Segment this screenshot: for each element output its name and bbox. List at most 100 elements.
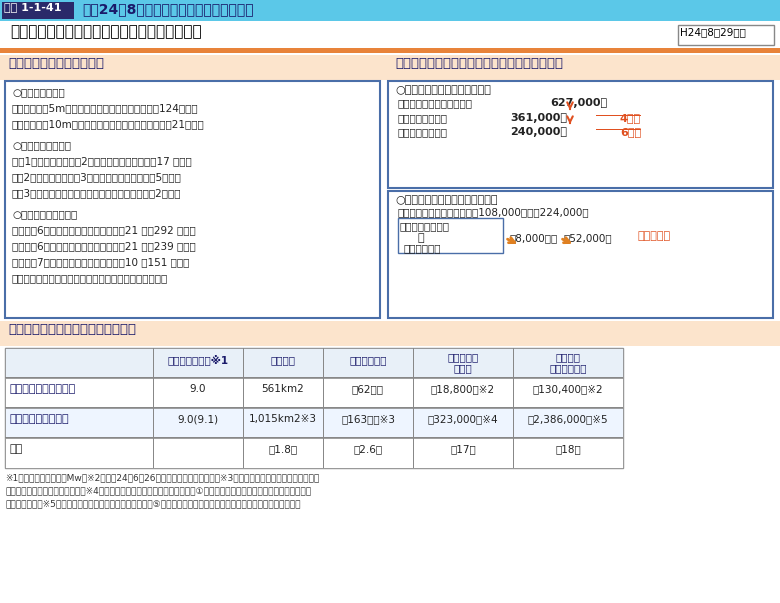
Bar [388,191,773,318]
Text: ・2千ヘクタール以上3千ヘクタール未満　：　5市町村: ・2千ヘクタール以上3千ヘクタール未満 ： 5市町村 [12,172,182,182]
Text: ○避難の迅速化　津波による死者: ○避難の迅速化 津波による死者 [395,195,498,205]
Text: 図表 1-1-41: 図表 1-1-41 [4,2,62,12]
Bar [5,437,623,438]
Text: ・1千ヘクタール以上2千ヘクタール未満　：　17 市町村: ・1千ヘクタール以上2千ヘクタール未満 ： 17 市町村 [12,156,192,166]
Bar [5,81,380,318]
Text: 約17倍: 約17倍 [450,444,476,454]
Text: 南海トラフ巨大地震　被害想定（第一次報告）: 南海トラフ巨大地震 被害想定（第一次報告） [10,24,201,39]
Bar [243,408,244,438]
Text: （早期避難率が低い場合）約108,000人～約224,000人: （早期避難率が低い場合）約108,000人～約224,000人 [398,207,590,217]
Bar [596,115,641,116]
Text: 東北地方太平洋沖地震: 東北地方太平洋沖地震 [9,384,75,394]
Text: 津波避難ビル: 津波避難ビル [404,243,441,253]
Text: 約323,000人※4: 約323,000人※4 [427,414,498,424]
Text: 不明者: 不明者 [454,363,473,373]
Text: ○浸水域の推計結果: ○浸水域の推計結果 [12,140,71,150]
Text: 361,000棟: 361,000棟 [510,113,567,123]
Bar [153,378,154,408]
Text: ・3千ヘクタール以上　　　　　　　　　　：　2市町村: ・3千ヘクタール以上 ： 2市町村 [12,188,182,198]
Bar [243,348,244,468]
Bar [323,438,324,468]
Bar [388,81,773,188]
Bar [243,378,244,408]
Text: 約2,386,000棟※5: 約2,386,000棟※5 [528,414,608,424]
Bar [0,48,780,53]
Text: 倍率: 倍率 [9,444,23,454]
Text: 約18,800人※2: 約18,800人※2 [431,384,495,394]
Text: （全壊棟数）: （全壊棟数） [549,363,587,373]
Text: （耐震化９５％）: （耐震化９５％） [398,127,448,137]
Text: ・震度6強が想定される地域　：　　21 府県239 市町村: ・震度6強が想定される地域 ： 21 府県239 市町村 [12,241,196,251]
Text: 240,000棟: 240,000棟 [510,127,567,137]
Bar [243,438,244,468]
Text: 約62万人: 約62万人 [352,384,384,394]
Text: 4割減: 4割減 [620,113,641,123]
Text: 注）市町村数には、政令市の区を含む: 注）市町村数には、政令市の区を含む [12,273,168,283]
Text: （現在の耐震化率７９％）: （現在の耐震化率７９％） [398,98,473,108]
Text: H24．8．29公表: H24．8．29公表 [680,27,746,37]
Bar [413,408,414,438]
Text: 約1.8倍: 約1.8倍 [268,444,297,454]
Text: 【主な津波高、浸水域等】: 【主な津波高、浸水域等】 [8,57,104,70]
Bar [413,348,414,468]
Text: ・津波高が5m以上と想定される市町村数　：　124市町村: ・津波高が5m以上と想定される市町村数 ： 124市町村 [12,103,199,113]
Bar [0,0,780,21]
Text: ※1：（　）内は津波のMw、※2：平成24年6月26日緊急災害対策本部発表、※3：堤防・水門が地震動に対して正常: ※1：（ ）内は津波のMw、※2：平成24年6月26日緊急災害対策本部発表、※3… [5,473,319,482]
Text: 約130,400棟※2: 約130,400棟※2 [533,384,603,394]
Bar [5,407,623,408]
Bar [0,22,780,47]
Bar [5,348,623,468]
Bar [0,321,780,346]
Text: 1,015km2※3: 1,015km2※3 [249,414,317,424]
Text: 最大９割減: 最大９割減 [638,231,671,241]
Bar [596,129,641,130]
Text: ・震度6弱が想定される地域　：　　21 府県292 市町村: ・震度6弱が想定される地域 ： 21 府県292 市町村 [12,225,196,235]
Text: マグニチュード※1: マグニチュード※1 [168,355,229,365]
Text: 約52,000人: 約52,000人 [563,233,612,243]
Text: ○耐震化を推進　全壊建物棟数: ○耐震化を推進 全壊建物棟数 [395,85,491,95]
Text: の場合の被害、※5：地震動（陸側）、津波ケース（ケース⑤）、時間帯（冬・タ方）、風速（８ｍ／ｓ）の場合の被害: の場合の被害、※5：地震動（陸側）、津波ケース（ケース⑤）、時間帯（冬・タ方）、… [5,499,300,508]
Text: ・震度7が想定される地域　　：　　10 県151 市町村: ・震度7が想定される地域 ： 10 県151 市町村 [12,257,190,267]
Text: 浸水域内人口: 浸水域内人口 [349,355,387,365]
Bar [153,348,154,468]
Text: （耐震化９０％）: （耐震化９０％） [398,113,448,123]
Text: に機能する場合の想定浸水区域、※4：地震動（陸側）、津波ケース（ケース①）、時間帯（冬・深夜）、風速（８ｍ／ｓ）: に機能する場合の想定浸水区域、※4：地震動（陸側）、津波ケース（ケース①）、時間… [5,486,311,495]
Text: 【東北地方太平洋沖地震との比較】: 【東北地方太平洋沖地震との比較】 [8,323,136,336]
Text: 約163万人※3: 約163万人※3 [341,414,395,424]
Bar [5,408,623,438]
Bar [413,438,414,468]
Text: 約2.6倍: 約2.6倍 [353,444,382,454]
Bar [323,348,324,468]
Text: 平成24年8月　人的被害・建物被害の想定: 平成24年8月 人的被害・建物被害の想定 [82,2,254,16]
Bar [5,438,623,468]
Text: 9.0(9.1): 9.0(9.1) [177,414,218,424]
Text: 南海トラフ巨大地震: 南海トラフ巨大地震 [9,414,69,424]
Bar [153,408,154,438]
Bar [5,377,623,378]
Bar [513,378,514,408]
Text: 6割減: 6割減 [620,127,641,137]
Bar [323,378,324,408]
Text: ○震度分布の推計結果: ○震度分布の推計結果 [12,209,77,219]
Text: ○津波高の平均値: ○津波高の平均値 [12,87,65,97]
Text: 561km2: 561km2 [261,384,304,394]
Bar [413,378,414,408]
Bar [5,378,623,408]
Text: 約18倍: 約18倍 [555,444,581,454]
Text: 627,000棟: 627,000棟 [550,98,607,108]
Bar [5,348,623,378]
Text: 死者・行方: 死者・行方 [448,352,479,362]
Bar [2,2,74,19]
Text: 建物被害: 建物被害 [555,352,580,362]
Text: 浸水面積: 浸水面積 [271,355,296,365]
Text: 約8,000人～: 約8,000人～ [510,233,558,243]
Bar [398,218,503,253]
Bar [513,408,514,438]
Text: 全員が直後に避難: 全員が直後に避難 [400,221,450,231]
Bar [678,25,774,45]
Bar [323,408,324,438]
Bar [513,438,514,468]
Bar [0,55,780,80]
Text: 9.0: 9.0 [190,384,206,394]
Bar [153,438,154,468]
